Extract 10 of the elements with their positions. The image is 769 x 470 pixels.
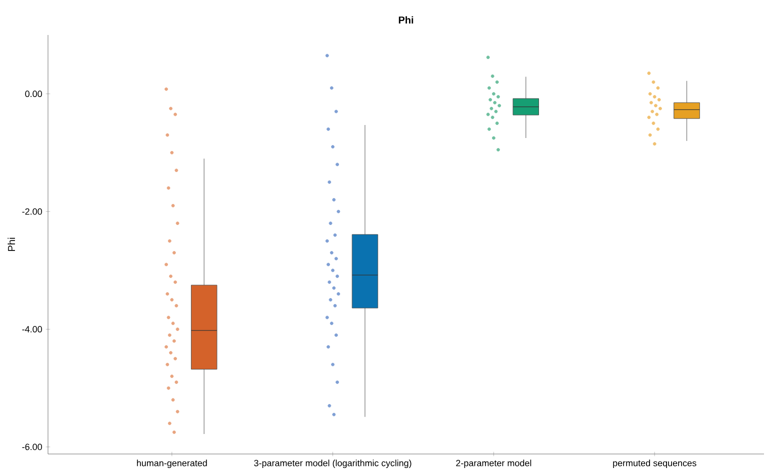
x-tick-label: 2-parameter model [456, 460, 532, 468]
y-tick-label: -4.00 [22, 326, 42, 332]
y-tick-label: -6.00 [22, 444, 42, 450]
x-tick-label: 3-parameter model (logarithmic cycling) [254, 460, 412, 468]
x-tick-label: human-generated [137, 460, 207, 468]
x-tick-label: permuted sequences [613, 460, 696, 468]
y-tick-label: -2.00 [22, 208, 42, 215]
y-axis-title: Phi [8, 238, 15, 251]
chart-title: Phi [398, 16, 414, 24]
y-tick-label: 0.00 [25, 90, 42, 98]
